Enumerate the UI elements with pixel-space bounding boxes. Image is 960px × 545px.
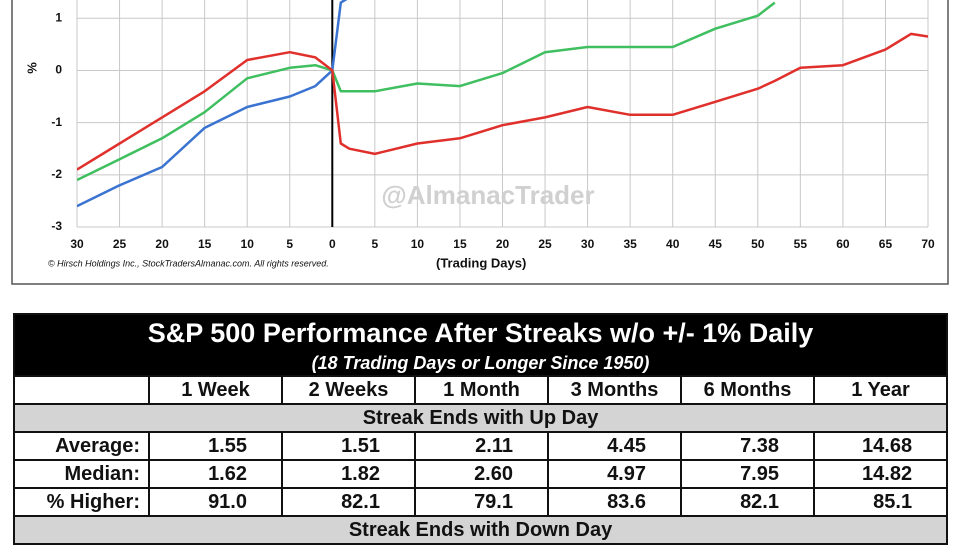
plot	[77, 0, 928, 208]
data-row: Average: 1.55 1.51 2.11 4.45 7.38 14.68	[13, 431, 949, 461]
x-tick-label: 70	[921, 237, 935, 251]
cell: 7.38	[680, 431, 815, 461]
table-subtitle: (18 Trading Days or Longer Since 1950)	[12, 351, 949, 377]
x-tick-label: 30	[581, 237, 595, 251]
cell: 4.97	[547, 459, 682, 489]
cell: 82.1	[281, 487, 416, 517]
subtitle-row: (18 Trading Days or Longer Since 1950)	[12, 351, 949, 377]
header-cell: 2 Weeks	[281, 375, 416, 405]
x-tick-label: 55	[794, 237, 808, 251]
y-tick-label: 0	[55, 63, 62, 77]
x-tick-label: 15	[198, 237, 212, 251]
cell: 1.82	[281, 459, 416, 489]
cell: 4.45	[547, 431, 682, 461]
cell: 2.60	[414, 459, 549, 489]
section-row: Streak Ends with Up Day	[12, 403, 949, 433]
header-cell	[13, 375, 150, 405]
x-tick-label: 10	[411, 237, 425, 251]
x-tick-label: 0	[329, 237, 336, 251]
y-axis-label: %	[24, 62, 39, 74]
header-cell: 1 Month	[414, 375, 549, 405]
x-tick-label: 25	[538, 237, 552, 251]
header-cell: 1 Year	[812, 375, 949, 405]
x-tick-label: 45	[709, 237, 723, 251]
table-title: S&P 500 Performance After Streaks w/o +/…	[12, 313, 949, 351]
cell: 7.95	[680, 459, 815, 489]
x-tick-label: 50	[751, 237, 765, 251]
cell: 14.82	[812, 459, 949, 489]
row-label: % Higher:	[13, 487, 150, 517]
x-tick-label: 40	[666, 237, 680, 251]
copyright: © Hirsch Holdings Inc., StockTradersAlma…	[48, 258, 329, 268]
chart-frame	[11, 0, 949, 285]
header-cell: 1 Week	[148, 375, 283, 405]
header-cell: 6 Months	[680, 375, 815, 405]
series-line	[77, 32, 928, 171]
grid	[76, 0, 929, 228]
cell: 1.55	[148, 431, 283, 461]
section-title: Streak Ends with Up Day	[12, 403, 949, 433]
cell: 1.51	[281, 431, 416, 461]
series-line	[77, 1, 776, 182]
y-tick-label: -1	[51, 115, 62, 129]
header-cell: 3 Months	[547, 375, 682, 405]
x-tick-label: 5	[372, 237, 379, 251]
chart: @AlmanacTrader % © Hirsch Holdings Inc.,…	[11, 0, 949, 285]
y-tick-label: 1	[55, 10, 62, 24]
x-tick-label: 30	[70, 237, 84, 251]
x-tick-label: 20	[155, 237, 169, 251]
x-tick-label: 35	[623, 237, 637, 251]
x-tick-label: 25	[113, 237, 127, 251]
x-tick-label: 20	[496, 237, 510, 251]
row-label: Median:	[13, 459, 150, 489]
x-tick-label: 10	[241, 237, 255, 251]
cell: 91.0	[148, 487, 283, 517]
watermark: @AlmanacTrader	[381, 180, 594, 210]
row-label: Average:	[13, 431, 150, 461]
cell: 83.6	[547, 487, 682, 517]
x-tick-label: 15	[453, 237, 467, 251]
y-tick-label: -2	[51, 167, 62, 181]
table: S&P 500 Performance After Streaks w/o +/…	[12, 313, 949, 545]
cell: 79.1	[414, 487, 549, 517]
cell: 1.62	[148, 459, 283, 489]
series-line	[77, 0, 348, 208]
x-tick-label: 5	[286, 237, 293, 251]
x-tick-label: 60	[836, 237, 850, 251]
cell: 82.1	[680, 487, 815, 517]
cell: 85.1	[812, 487, 949, 517]
title-row: S&P 500 Performance After Streaks w/o +/…	[12, 313, 949, 351]
data-row: Median: 1.62 1.82 2.60 4.97 7.95 14.82	[13, 459, 949, 489]
table-body: S&P 500 Performance After Streaks w/o +/…	[12, 313, 949, 545]
cell: 2.11	[414, 431, 549, 461]
data-row: % Higher: 91.0 82.1 79.1 83.6 82.1 85.1	[13, 487, 949, 517]
y-tick-label: -3	[51, 219, 62, 233]
cell: 14.68	[812, 431, 949, 461]
x-axis-label: (Trading Days)	[436, 255, 526, 270]
x-tick-label: 65	[879, 237, 893, 251]
header-row: 1 Week 2 Weeks 1 Month 3 Months 6 Months 1 Ye…	[13, 375, 949, 405]
